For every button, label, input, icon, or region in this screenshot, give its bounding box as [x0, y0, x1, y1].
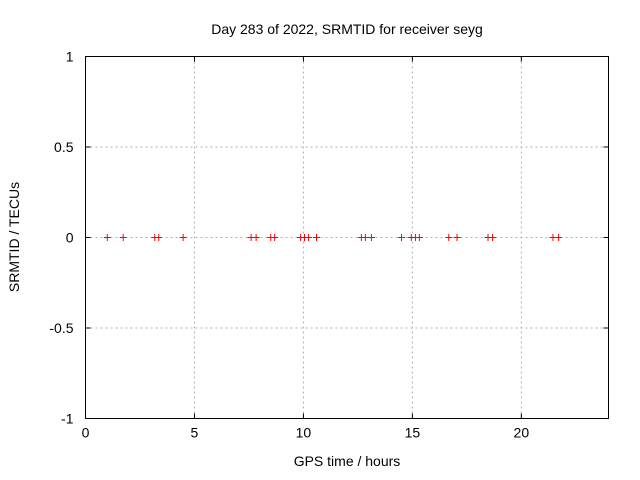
data-point-marker: [453, 234, 461, 241]
x-tick-label: 10: [296, 425, 312, 441]
y-tick-label: -0.5: [49, 320, 73, 336]
x-tick-label: 15: [405, 425, 421, 441]
y-axis-title: SRMTID / TECUs: [6, 181, 22, 293]
data-point-marker: [119, 234, 127, 241]
x-tick-label: 0: [82, 425, 90, 441]
y-tick-label: 0.5: [54, 139, 74, 155]
y-tick-label: -1: [61, 411, 74, 427]
chart-title: Day 283 of 2022, SRMTID for receiver sey…: [211, 21, 483, 37]
data-point-marker: [445, 234, 453, 241]
x-tick-label: 20: [514, 425, 530, 441]
data-point-marker: [312, 234, 320, 241]
data-point-marker: [271, 234, 279, 241]
data-point-marker: [397, 234, 405, 241]
y-tick-label: 1: [66, 49, 74, 65]
y-tick-label: 0: [66, 230, 74, 246]
data-point-marker: [489, 234, 497, 241]
data-point-marker: [555, 234, 563, 241]
data-point-marker: [252, 234, 260, 241]
data-point-marker: [103, 234, 111, 241]
data-point-marker: [361, 234, 369, 241]
x-axis-title: GPS time / hours: [293, 453, 401, 469]
x-tick-label: 5: [191, 425, 199, 441]
data-point-marker: [415, 234, 423, 241]
data-point-marker: [367, 234, 375, 241]
data-point-marker: [304, 234, 312, 241]
data-point-marker: [179, 234, 187, 241]
data-point-marker: [155, 234, 163, 241]
